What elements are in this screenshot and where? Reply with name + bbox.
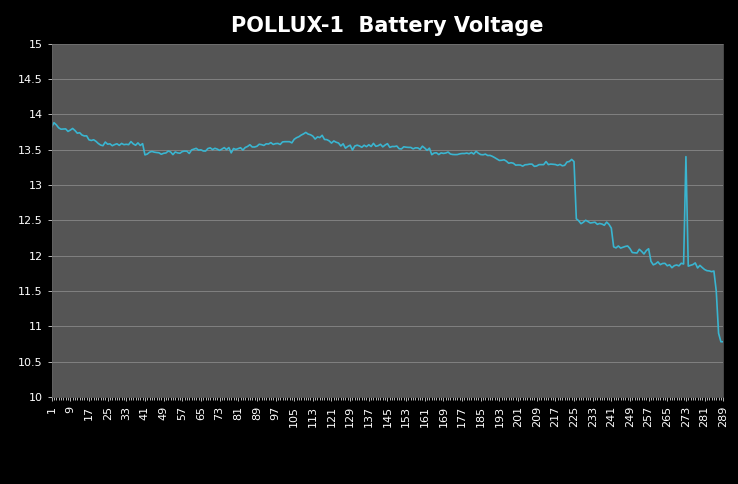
Title: POLLUX-1  Battery Voltage: POLLUX-1 Battery Voltage bbox=[231, 16, 544, 36]
